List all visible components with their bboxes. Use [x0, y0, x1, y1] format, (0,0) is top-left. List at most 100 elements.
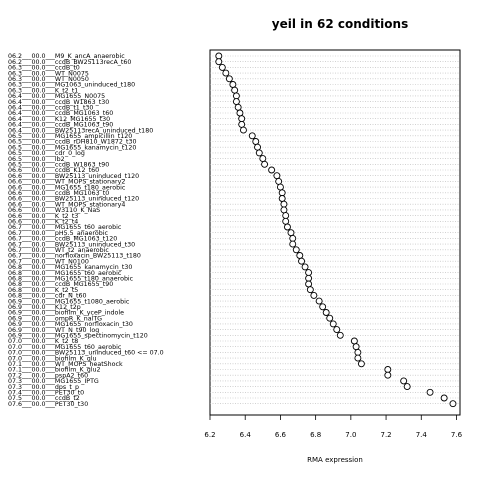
condition-label: 06.6___00.0___ccdB_K12_t60 — [8, 167, 99, 174]
condition-label: 07.0___00.0___K_t2_t8 — [8, 338, 78, 345]
data-point — [310, 291, 318, 299]
data-point — [222, 69, 230, 77]
data-point — [218, 63, 226, 71]
condition-label: 06.5___00.0___lb2 — [8, 156, 65, 163]
data-point — [261, 160, 269, 168]
data-point — [254, 143, 261, 151]
data-point — [306, 286, 314, 294]
condition-label: 06.3___00.0___WT_N0075 — [8, 70, 89, 77]
data-point — [238, 120, 246, 128]
data-point — [305, 274, 313, 282]
data-point — [301, 263, 309, 271]
condition-label: 06.6___00.0___MG1655_t180_aerobic — [8, 184, 126, 191]
condition-label: 06.5___00.0___ccdB_W1863_t90 — [8, 162, 109, 169]
x-tick-label: 6.6 — [275, 431, 287, 439]
data-point — [449, 400, 457, 408]
condition-label: 06.4___00.0___ccdB_W1863_t30 — [8, 99, 109, 106]
data-point — [357, 360, 365, 368]
data-point — [354, 348, 362, 356]
data-point — [305, 269, 313, 277]
condition-label: 06.2___00.0___M9_K_ancA_anaerobic — [8, 53, 125, 60]
data-point — [426, 388, 434, 396]
condition-label: 06.5___00.0___cdr_0_log — [8, 150, 85, 157]
data-point — [322, 309, 330, 316]
data-point — [255, 149, 263, 157]
data-point — [276, 183, 284, 191]
condition-label: 06.8___00.0___MG1655_kanamycin_t30 — [8, 264, 132, 271]
condition-label: 06.8___00.0___MG1655_t60_aerobic — [8, 270, 122, 277]
condition-label: 06.9___00.0___biofilm_K_yceP_indole — [8, 310, 124, 317]
data-point — [282, 212, 290, 220]
data-point — [240, 126, 247, 134]
condition-label: 06.4___00.0___ccdB_MG1063_t60 — [8, 110, 113, 117]
data-point — [282, 217, 290, 225]
condition-label: 06.3___00.0___K_t2_t1 — [8, 87, 78, 94]
condition-label: 06.3___00.0___ccdB_t0 — [8, 65, 80, 72]
data-point — [232, 92, 240, 100]
condition-label: 06.8___00.0___MG1655_t180_anaerobic — [8, 276, 134, 283]
condition-label: 07.2___00.0___pspA2_t60 — [8, 372, 88, 379]
condition-label: 06.4___00.0___K12_MG1655_t30 — [8, 116, 110, 123]
data-point — [278, 195, 286, 202]
condition-label: 06.9___00.0___MG1655_t1080_aerobic — [8, 298, 130, 305]
condition-label: 07.0___00.0___BW25113_uninduced_t60 <= 0… — [8, 350, 164, 357]
condition-label: 07.6___00.0___PET30_t30 — [8, 401, 88, 408]
condition-label: 06.7___00.0___WT_t2_anaerobic — [8, 247, 109, 254]
data-point — [284, 223, 291, 231]
condition-label: 07.1___00.0___biofilm_K_glu2 — [8, 367, 101, 374]
data-point — [289, 234, 297, 242]
condition-label: 06.9___00.0___ompR_K_nalTG — [8, 315, 102, 322]
condition-label: 06.6___00.0___K_t2_t3 — [8, 213, 78, 220]
condition-label: 06.7___00.0___pH5.5_anaerobic — [8, 230, 108, 237]
data-point — [384, 371, 392, 379]
data-points — [215, 52, 457, 408]
condition-label: 07.5___00.0___ccdB_t2 — [8, 395, 80, 402]
data-point — [248, 132, 256, 140]
data-point — [292, 246, 300, 254]
condition-label: 07.4___00.0___PET30_t0 — [8, 390, 84, 397]
condition-label: 06.6___00.0___K_t2_t4 — [8, 219, 78, 226]
condition-label: 06.7___00.0___ccdB_MG1063_t120 — [8, 236, 117, 243]
condition-label: 07.0___00.0___MG1655_t60_aerobic — [8, 344, 122, 351]
condition-label: 06.7___00.0___norfloxacin_BW25113_t180 — [8, 253, 141, 260]
data-point — [315, 297, 323, 305]
condition-label: 06.2___00.0___ccdB_BW25113recA_t60 — [8, 59, 131, 66]
condition-label: 07.3___00.0___MG1655_IPTG — [8, 378, 99, 385]
condition-label: 06.7___00.0___WT_N0100 — [8, 258, 89, 265]
data-point — [252, 138, 260, 145]
condition-label: 06.6___00.0___W3110_K_NaS — [8, 207, 100, 214]
data-point — [298, 257, 305, 265]
condition-label: 06.9___00.0___WT_N_t90_log — [8, 327, 99, 334]
data-point — [296, 252, 304, 259]
data-point — [236, 109, 244, 117]
data-point — [268, 166, 276, 174]
condition-label: 06.4___00.0___ccdB_MG1063_t90 — [8, 122, 113, 129]
data-point — [287, 229, 295, 237]
x-tick-label: 7.2 — [380, 431, 391, 439]
condition-label: 06.6___00.0___WT_MOPS_stationary4 — [8, 201, 125, 208]
condition-label: 06.9___00.0___MG1655_spectinomycin_t120 — [8, 333, 148, 340]
data-point — [238, 115, 246, 123]
data-point — [234, 103, 242, 111]
x-tick-label: 7.0 — [345, 431, 356, 439]
data-point — [350, 337, 358, 345]
condition-label: 06.6___00.0___ccdB_MG1063_t0 — [8, 190, 109, 197]
data-point — [215, 58, 223, 66]
condition-label: 07.0___00.0___biofilm_K_glu — [8, 355, 97, 362]
condition-label: 07.1___00.0___WT_MOPS_heatShock — [8, 361, 123, 368]
data-point — [231, 86, 239, 94]
data-point — [440, 394, 448, 402]
condition-label: 06.4___00.0___BW25113recA_uninduced_t180 — [8, 127, 153, 134]
data-point — [384, 366, 392, 373]
condition-label: 06.8___00.0___ccdB_MG1655_t90 — [8, 281, 113, 288]
data-point — [400, 377, 408, 385]
condition-label: 06.5___00.0___ccdB_rDH810_W1872_t30 — [8, 139, 137, 146]
data-point — [354, 354, 362, 362]
x-axis-label: RMA expression — [307, 456, 363, 464]
condition-label: 06.4___00.0___ccdB_t1_t30 — [8, 105, 93, 112]
data-point — [319, 303, 327, 311]
data-point — [273, 172, 281, 180]
data-point — [275, 177, 283, 185]
data-point — [305, 280, 313, 288]
